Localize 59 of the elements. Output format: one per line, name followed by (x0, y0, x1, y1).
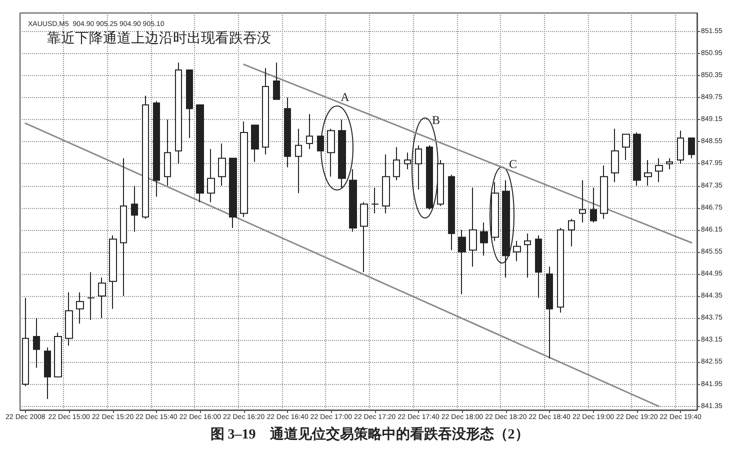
candlestick (207, 148, 215, 203)
candlestick (546, 266, 553, 360)
candlestick (218, 142, 226, 186)
candlestick (557, 228, 564, 314)
candlestick (448, 174, 455, 251)
candlestick (284, 97, 291, 168)
candlestick (327, 128, 335, 178)
candlestick (644, 160, 652, 186)
candlestick (677, 130, 684, 164)
candlestick (251, 124, 259, 162)
candlestick (186, 69, 193, 138)
candlestick (295, 128, 302, 194)
candlestick (360, 202, 368, 273)
candlestick (164, 119, 171, 186)
candlestick (568, 218, 575, 247)
candlestick (458, 229, 466, 295)
candlestick (240, 120, 248, 218)
text: 靠近下降通道上边沿时出现看跌吞没 (47, 30, 271, 46)
candlestick (76, 292, 84, 324)
candlestick (688, 137, 695, 159)
candlestick (371, 187, 379, 214)
candlestick (306, 114, 313, 150)
candlestick (142, 95, 149, 220)
candlestick (535, 234, 542, 298)
candlestick (33, 318, 40, 368)
candlestick (98, 277, 106, 319)
annotation: C (508, 157, 518, 171)
annotation: A (340, 90, 350, 104)
caption: 图 3–19 通道见位交易策略中的看跌吞没形态（2） (210, 426, 529, 442)
candlestick (393, 146, 400, 181)
candlestick (153, 100, 160, 198)
candlestick (87, 272, 95, 320)
candlestick (22, 297, 29, 387)
annotation: B (432, 113, 440, 127)
candlestick (590, 187, 597, 224)
candlestick (469, 187, 477, 268)
candlestick (229, 158, 237, 229)
candlestick (273, 62, 280, 100)
candlestick (622, 134, 630, 161)
candlestick (120, 158, 127, 297)
candlestick (109, 234, 117, 310)
candlestick (131, 185, 138, 232)
candlestick (579, 180, 586, 224)
candlestick (175, 62, 182, 164)
candlestick (262, 68, 269, 156)
candlestick (65, 292, 73, 346)
candlestick (415, 144, 422, 190)
candlestick (44, 347, 51, 400)
candlestick (633, 132, 641, 186)
candlestick (426, 144, 433, 210)
candlestick (196, 104, 204, 203)
candlestick (54, 332, 62, 378)
candlestick (611, 128, 619, 183)
candlestick (480, 222, 488, 256)
candlestick (666, 158, 673, 170)
candlestick (600, 165, 608, 220)
candlestick (524, 233, 531, 278)
candlestick (655, 158, 663, 183)
candlestick (382, 154, 390, 214)
